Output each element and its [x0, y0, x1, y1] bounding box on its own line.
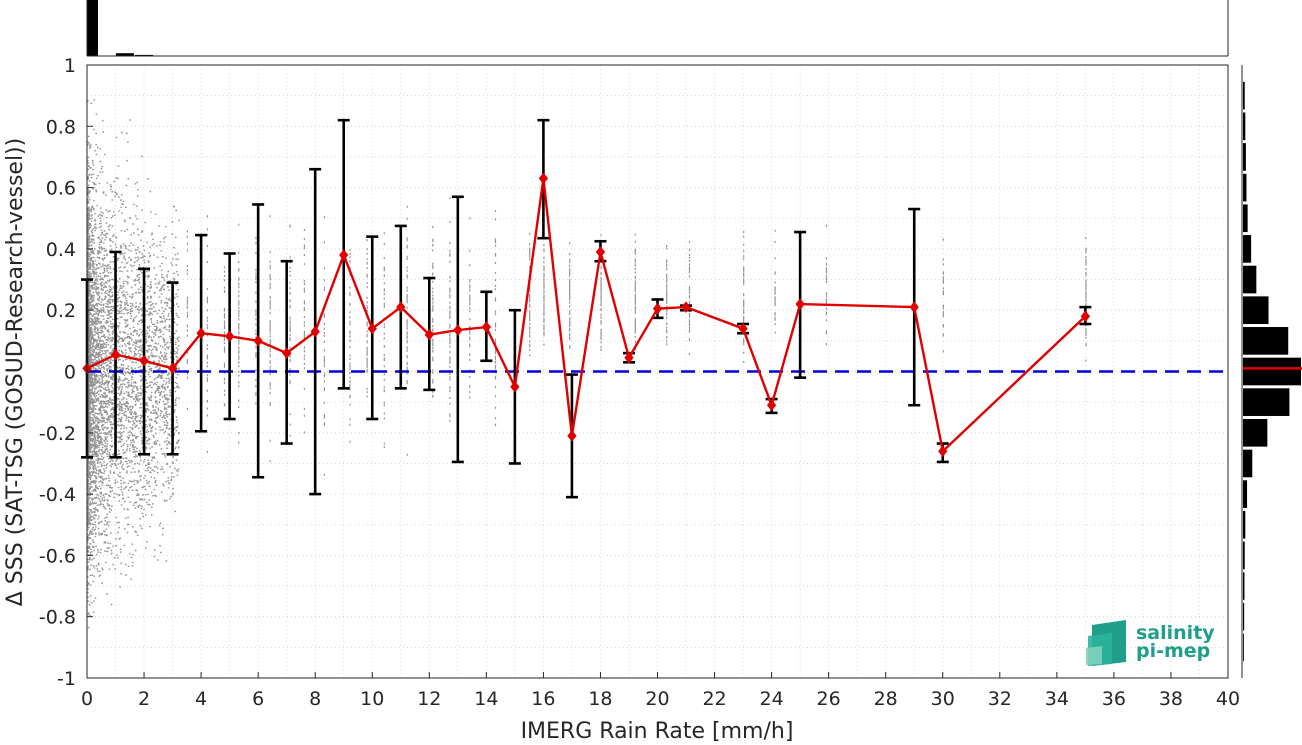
right-histogram-bar	[1243, 81, 1245, 110]
right-histogram-bar	[1243, 541, 1245, 570]
x-tick-label: 26	[817, 688, 841, 710]
x-tick-label: 22	[702, 688, 726, 710]
mean-marker	[339, 249, 349, 261]
x-axis-label: IMERG Rain Rate [mm/h]	[521, 719, 794, 744]
x-tick-label: 40	[1216, 688, 1240, 710]
mean-marker	[253, 335, 263, 347]
top-histogram-bar	[115, 53, 134, 56]
logo-waves-icon	[1086, 620, 1126, 666]
right-histogram-bar	[1243, 633, 1244, 662]
right-histogram-bar	[1243, 602, 1245, 631]
right-histogram-bar	[1243, 357, 1301, 386]
right-histogram-bar	[1243, 327, 1289, 355]
x-axis-ticks: 0 2 4 6 8 10 12 14 16 18 20 22 24 26 28 30 32 34 36 38 40	[81, 672, 1240, 710]
mean-marker	[738, 322, 748, 335]
y-tick-label: 0.4	[46, 239, 76, 261]
x-tick-label: 28	[874, 688, 898, 710]
salinity-pi-mep-logo: salinity pi-mep	[1086, 620, 1215, 666]
y-tick-label: -0.8	[39, 607, 76, 629]
x-tick-label: 30	[931, 688, 955, 710]
right-histogram-bar	[1243, 204, 1248, 233]
x-tick-label: 32	[988, 688, 1012, 710]
right-histogram-bar	[1243, 480, 1248, 508]
y-tick-label: 1	[64, 55, 76, 77]
x-tick-label: 8	[309, 688, 321, 710]
x-tick-label: 34	[1045, 688, 1069, 710]
mean-marker	[595, 246, 606, 258]
mean-marker	[909, 301, 919, 313]
mean-marker	[453, 324, 463, 336]
x-tick-label: 4	[195, 688, 207, 710]
right-histogram-bar	[1243, 173, 1247, 202]
right-histogram-bar	[1243, 112, 1246, 141]
right-histogram-bar	[1243, 265, 1257, 294]
mean-marker	[110, 348, 121, 361]
y-axis-label: Δ SSS (SAT-TSG (GOSUD-Research-vessel))	[3, 138, 28, 606]
x-tick-label: 18	[588, 688, 612, 710]
right-histogram-bar	[1243, 235, 1252, 263]
y-tick-label: 0	[64, 362, 76, 384]
mean-series	[82, 172, 1091, 457]
mean-marker	[681, 301, 691, 313]
mean-marker	[396, 301, 406, 313]
logo-text-line2: pi-mep	[1136, 640, 1210, 662]
mean-marker	[652, 302, 663, 315]
right-histogram-bar	[1243, 296, 1269, 325]
logo-text-line1: salinity	[1136, 622, 1215, 644]
top-histogram	[86, 0, 1229, 57]
x-tick-label: 2	[138, 688, 150, 710]
right-histogram-bar	[1243, 510, 1246, 539]
y-tick-label: -0.2	[39, 423, 76, 445]
top-histogram-bar	[87, 0, 98, 56]
mean-marker	[282, 347, 292, 359]
right-histogram-bar	[1243, 418, 1268, 447]
right-histogram-bar	[1243, 388, 1290, 416]
top-histogram-bar	[135, 54, 154, 56]
y-axis-ticks: -1 -0.8 -0.6 -0.4 -0.2 0 0.2 0.4 0.6 0.8 1	[39, 55, 93, 690]
x-tick-label: 36	[1102, 688, 1126, 710]
x-tick-label: 6	[252, 688, 264, 710]
mean-marker	[196, 327, 206, 339]
x-tick-label: 16	[531, 688, 555, 710]
x-tick-label: 20	[645, 688, 669, 710]
mean-marker	[139, 354, 149, 367]
right-histogram-bar	[1243, 449, 1253, 478]
mean-marker	[538, 172, 549, 185]
right-histogram-bar	[1243, 143, 1246, 171]
x-tick-label: 14	[474, 688, 498, 710]
mean-marker	[167, 362, 178, 375]
mean-marker	[766, 399, 777, 412]
y-tick-label: -1	[57, 668, 76, 690]
x-tick-label: 38	[1159, 688, 1183, 710]
x-tick-label: 24	[760, 688, 784, 710]
mean-marker	[624, 351, 634, 364]
mean-marker	[567, 430, 577, 442]
mean-marker	[938, 445, 948, 457]
y-tick-label: 0.8	[46, 116, 76, 138]
y-tick-label: 0.2	[46, 300, 76, 322]
mean-line	[86, 178, 1087, 454]
mean-marker	[1080, 310, 1091, 323]
mean-marker	[367, 322, 377, 335]
y-tick-label: -0.4	[39, 484, 76, 506]
right-histogram-bar	[1243, 572, 1245, 600]
mean-marker	[795, 298, 805, 310]
mean-marker	[310, 325, 320, 338]
mean-marker	[481, 321, 491, 333]
y-tick-label: -0.6	[39, 545, 76, 567]
x-tick-label: 0	[81, 688, 93, 710]
right-histogram	[1241, 65, 1302, 678]
x-tick-label: 12	[417, 688, 441, 710]
top-histogram-background	[87, 0, 1228, 56]
mean-marker	[510, 381, 520, 393]
x-tick-label: 10	[360, 688, 384, 710]
y-tick-label: 0.6	[46, 178, 76, 200]
mean-marker	[424, 328, 434, 341]
mean-marker	[224, 330, 235, 343]
